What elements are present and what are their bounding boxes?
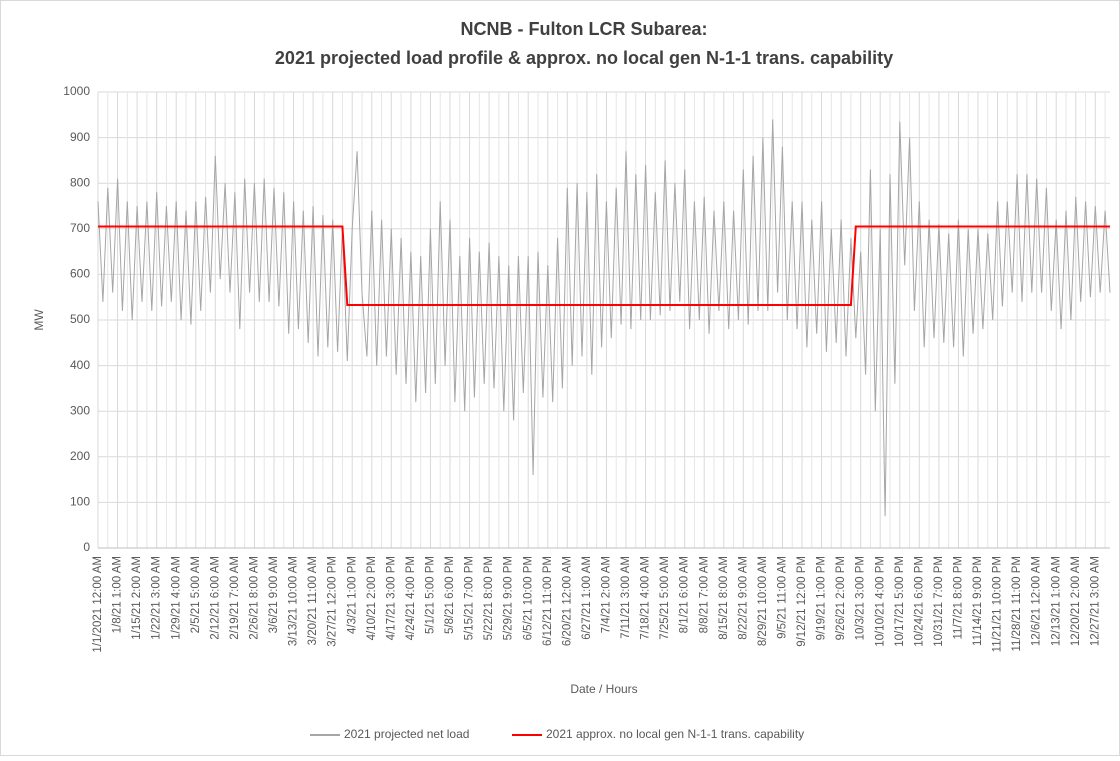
y-tick-label: 300 (70, 403, 90, 417)
x-tick-label: 4/24/21 4:00 PM (405, 556, 417, 640)
x-tick-label: 12/20/21 2:00 AM (1070, 556, 1082, 646)
x-tick-label: 6/20/21 12:00 AM (561, 556, 573, 646)
x-tick-label: 1/29/21 4:00 AM (170, 556, 182, 640)
x-tick-label: 3/27/21 12:00 PM (327, 556, 339, 647)
x-tick-label: 12/27/21 3:00 AM (1089, 556, 1101, 646)
x-tick-label: 10/17/21 5:00 PM (894, 556, 906, 647)
x-tick-label: 12/13/21 1:00 AM (1050, 556, 1062, 646)
x-tick-label: 6/12/21 11:00 PM (542, 556, 554, 646)
x-tick-label: 7/11/21 3:00 AM (620, 556, 632, 639)
x-tick-label: 9/26/21 2:00 PM (835, 556, 847, 640)
x-tick-label: 5/15/21 7:00 PM (464, 556, 476, 640)
x-tick-label: 7/25/21 5:00 AM (659, 556, 671, 640)
x-tick-label: 12/6/21 12:00 AM (1031, 556, 1043, 646)
series-line (97, 119, 1111, 517)
y-tick-label: 200 (70, 449, 90, 463)
legend-label: 2021 projected net load (344, 727, 469, 741)
x-tick-label: 2/26/21 8:00 AM (248, 556, 260, 640)
x-tick-label: 5/8/21 6:00 PM (444, 556, 456, 634)
x-tick-label: 2/19/21 7:00 AM (229, 556, 241, 640)
x-tick-label: 5/1/21 5:00 PM (424, 556, 436, 634)
x-tick-label: 11/14/21 9:00 PM (972, 556, 984, 646)
x-tick-label: 9/12/21 12:00 PM (796, 556, 808, 647)
x-tick-label: 3/20/21 11:00 AM (307, 556, 319, 645)
x-tick-label: 4/10/21 2:00 PM (366, 556, 378, 640)
y-tick-label: 500 (70, 312, 90, 326)
x-tick-label: 10/31/21 7:00 PM (933, 556, 945, 647)
x-tick-label: 7/18/21 4:00 AM (640, 556, 652, 640)
x-tick-label: 11/21/21 10:00 PM (992, 556, 1004, 652)
x-tick-label: 11/7/21 8:00 PM (952, 556, 964, 640)
x-tick-label: 2/12/21 6:00 AM (209, 556, 221, 640)
x-tick-label: 3/13/21 10:00 AM (288, 556, 300, 646)
x-tick-label: 10/3/21 3:00 PM (855, 556, 867, 640)
x-tick-label: 2/5/21 5:00 AM (190, 556, 202, 633)
y-tick-label: 400 (70, 358, 90, 372)
legend-label: 2021 approx. no local gen N-1-1 trans. c… (546, 727, 804, 741)
x-tick-label: 8/22/21 9:00 AM (737, 556, 749, 640)
x-tick-label: 4/3/21 1:00 PM (346, 556, 358, 634)
chart-subtitle: 2021 projected load profile & approx. no… (275, 48, 893, 68)
y-tick-label: 900 (70, 130, 90, 144)
x-tick-label: 10/10/21 4:00 PM (874, 556, 886, 647)
x-tick-label: 6/27/21 1:00 AM (581, 556, 593, 640)
x-tick-label: 6/5/21 10:00 PM (522, 556, 534, 640)
x-tick-label: 8/15/21 8:00 AM (718, 556, 730, 640)
x-tick-label: 4/17/21 3:00 PM (385, 556, 397, 640)
x-tick-label: 9/19/21 1:00 PM (816, 556, 828, 640)
x-tick-label: 1/22/21 3:00 AM (151, 556, 163, 640)
x-axis-label: Date / Hours (570, 682, 637, 696)
y-tick-label: 0 (83, 540, 90, 554)
x-tick-label: 5/29/21 9:00 PM (503, 556, 515, 640)
x-tick-label: 3/6/21 9:00 AM (268, 556, 280, 633)
y-tick-label: 100 (70, 495, 90, 509)
y-tick-label: 800 (70, 175, 90, 189)
y-tick-label: 1000 (63, 84, 90, 98)
y-tick-label: 700 (70, 221, 90, 235)
x-tick-label: 8/1/21 6:00 AM (679, 556, 691, 633)
x-tick-label: 11/28/21 11:00 PM (1011, 556, 1023, 651)
x-tick-label: 1/8/21 1:00 AM (112, 556, 124, 633)
x-tick-label: 9/5/21 11:00 AM (776, 556, 788, 639)
y-tick-label: 600 (70, 267, 90, 281)
x-tick-label: 8/29/21 10:00 AM (757, 556, 769, 646)
x-tick-label: 1/1/2021 12:00 AM (92, 556, 104, 653)
x-tick-label: 7/4/21 2:00 AM (600, 556, 612, 633)
series-line (98, 225, 1110, 306)
chart-title: NCNB - Fulton LCR Subarea: (461, 19, 708, 39)
x-tick-label: 10/24/21 6:00 PM (913, 556, 925, 647)
x-tick-label: 5/22/21 8:00 PM (483, 556, 495, 640)
y-axis-label: MW (32, 309, 46, 331)
x-tick-label: 1/15/21 2:00 AM (131, 556, 143, 640)
x-tick-label: 8/8/21 7:00 AM (698, 556, 710, 633)
